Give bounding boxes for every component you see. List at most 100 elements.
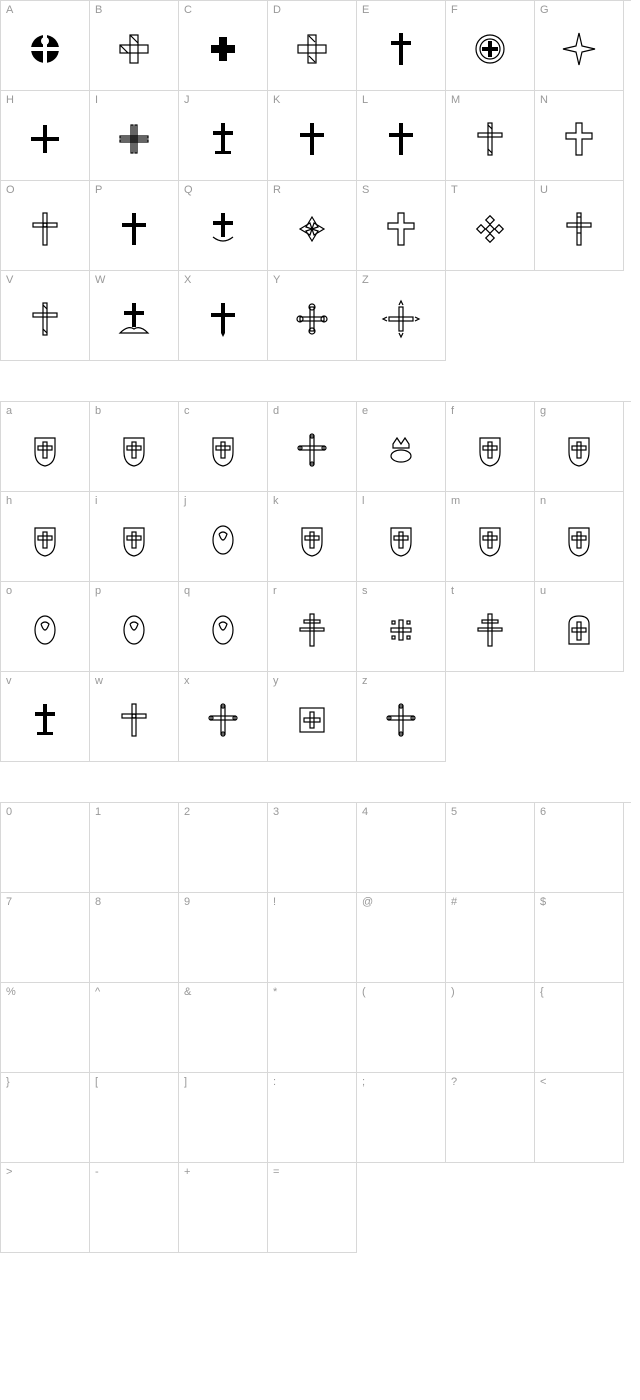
glyph-cell[interactable]: j [179, 492, 268, 582]
glyph-cell[interactable]: $ [535, 893, 624, 983]
glyph-cell[interactable]: F [446, 1, 535, 91]
glyph-cell[interactable]: k [268, 492, 357, 582]
glyph-cell[interactable]: p [90, 582, 179, 672]
glyph-cell[interactable]: 7 [1, 893, 90, 983]
glyph-cell[interactable]: h [1, 492, 90, 582]
glyph-cell[interactable]: f [446, 402, 535, 492]
glyph-cell[interactable]: 5 [446, 803, 535, 893]
glyph-square-frame-icon [268, 672, 356, 761]
glyph-cell[interactable]: c [179, 402, 268, 492]
glyph-check-cross-icon [1, 271, 89, 360]
glyph-cell[interactable]: ^ [90, 983, 179, 1073]
glyph-cell[interactable]: Y [268, 271, 357, 361]
glyph-cell[interactable]: 3 [268, 803, 357, 893]
glyph-cell[interactable]: t [446, 582, 535, 672]
glyph-cell[interactable]: 4 [357, 803, 446, 893]
glyph-cell[interactable]: y [268, 672, 357, 762]
glyph-cell[interactable]: ) [446, 983, 535, 1073]
glyph-cell[interactable]: 0 [1, 803, 90, 893]
glyph-cell[interactable]: E [357, 1, 446, 91]
glyph-cell[interactable]: N [535, 91, 624, 181]
glyph-cell[interactable]: d [268, 402, 357, 492]
glyph-cell[interactable]: [ [90, 1073, 179, 1163]
glyph-cell[interactable]: z [357, 672, 446, 762]
glyph-shield-icon [1, 402, 89, 491]
glyph-cell[interactable]: R [268, 181, 357, 271]
glyph-cell[interactable]: o [1, 582, 90, 672]
glyph-cell[interactable]: e [357, 402, 446, 492]
glyph-cell[interactable]: + [179, 1163, 268, 1253]
glyph-cell[interactable]: m [446, 492, 535, 582]
glyph-bold-cross-icon [179, 1, 267, 90]
glyph-cell[interactable]: B [90, 1, 179, 91]
glyph-plain-cross-icon [357, 91, 445, 180]
glyph-cell[interactable]: s [357, 582, 446, 672]
glyph-cell[interactable]: q [179, 582, 268, 672]
glyph-cell[interactable]: : [268, 1073, 357, 1163]
glyph-cell[interactable]: 6 [535, 803, 624, 893]
glyph-cell[interactable]: K [268, 91, 357, 181]
glyph-cell[interactable]: @ [357, 893, 446, 983]
glyph-cell[interactable]: u [535, 582, 624, 672]
glyph-cell[interactable]: * [268, 983, 357, 1073]
cell-label: @ [362, 896, 373, 908]
glyph-cell[interactable]: ( [357, 983, 446, 1073]
glyph-cell[interactable]: L [357, 91, 446, 181]
glyph-cell[interactable]: I [90, 91, 179, 181]
glyph-cell[interactable]: { [535, 983, 624, 1073]
glyph-maltese-icon [268, 181, 356, 270]
glyph-cell[interactable]: g [535, 402, 624, 492]
glyph-cell[interactable]: 9 [179, 893, 268, 983]
glyph-cell[interactable]: i [90, 492, 179, 582]
glyph-cell[interactable]: D [268, 1, 357, 91]
glyph-cell[interactable]: n [535, 492, 624, 582]
glyph-cell[interactable]: M [446, 91, 535, 181]
cell-label: X [184, 274, 191, 286]
glyph-cell[interactable]: 1 [90, 803, 179, 893]
cell-label: Y [273, 274, 280, 286]
glyph-weave-cross-icon [90, 91, 178, 180]
glyph-cell[interactable]: G [535, 1, 624, 91]
glyph-cell[interactable]: % [1, 983, 90, 1073]
cell-label: ? [451, 1076, 457, 1088]
glyph-cell[interactable]: 8 [90, 893, 179, 983]
glyph-cell[interactable]: } [1, 1073, 90, 1163]
glyph-cell[interactable]: < [535, 1073, 624, 1163]
glyph-cell[interactable]: v [1, 672, 90, 762]
cell-label: 1 [95, 806, 101, 818]
glyph-cell[interactable]: ? [446, 1073, 535, 1163]
glyph-cell[interactable]: W [90, 271, 179, 361]
glyph-cell[interactable]: w [90, 672, 179, 762]
glyph-cell[interactable]: # [446, 893, 535, 983]
cell-label: o [6, 585, 12, 597]
glyph-cell[interactable]: = [268, 1163, 357, 1253]
cell-label: D [273, 4, 281, 16]
glyph-cell[interactable]: T [446, 181, 535, 271]
glyph-cell[interactable]: > [1, 1163, 90, 1253]
glyph-cell[interactable]: & [179, 983, 268, 1073]
glyph-cell[interactable]: 2 [179, 803, 268, 893]
glyph-cell[interactable]: - [90, 1163, 179, 1253]
glyph-cell[interactable]: X [179, 271, 268, 361]
glyph-cell[interactable]: x [179, 672, 268, 762]
glyph-cell[interactable]: ] [179, 1073, 268, 1163]
glyph-cell[interactable]: S [357, 181, 446, 271]
glyph-cell[interactable]: l [357, 492, 446, 582]
glyph-cell[interactable]: P [90, 181, 179, 271]
glyph-cell[interactable]: Q [179, 181, 268, 271]
glyph-cell[interactable]: V [1, 271, 90, 361]
glyph-cell[interactable]: ; [357, 1073, 446, 1163]
glyph-jerusalem-icon [357, 582, 445, 671]
cell-label: P [95, 184, 102, 196]
glyph-cell[interactable]: C [179, 1, 268, 91]
glyph-cell[interactable]: A [1, 1, 90, 91]
glyph-cell[interactable]: r [268, 582, 357, 672]
glyph-cell[interactable]: U [535, 181, 624, 271]
glyph-cell[interactable]: H [1, 91, 90, 181]
glyph-cell[interactable]: b [90, 402, 179, 492]
glyph-cell[interactable]: O [1, 181, 90, 271]
glyph-cell[interactable]: J [179, 91, 268, 181]
glyph-cell[interactable]: Z [357, 271, 446, 361]
glyph-cell[interactable]: ! [268, 893, 357, 983]
glyph-cell[interactable]: a [1, 402, 90, 492]
